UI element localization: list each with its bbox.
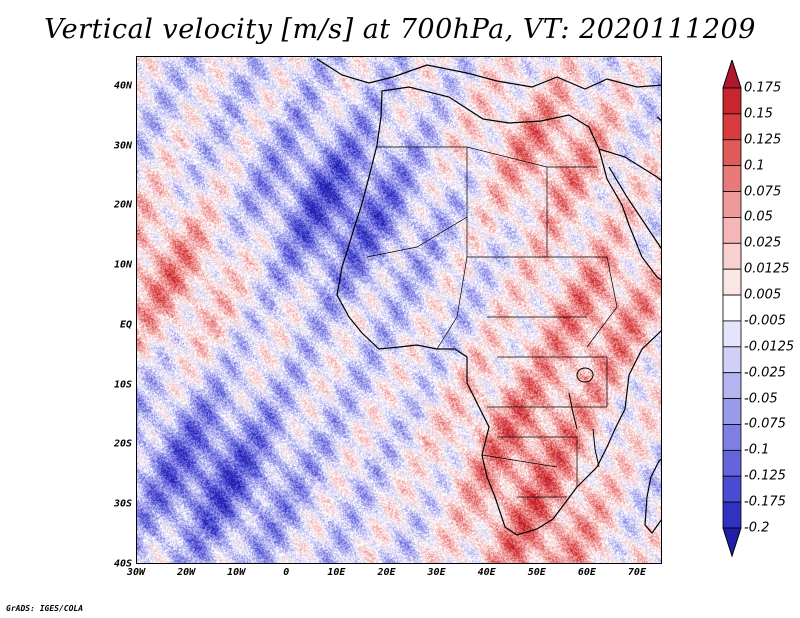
colorbar-level-label: -0.125	[744, 468, 786, 484]
lon-tick-label: 10W	[227, 567, 246, 578]
lat-tick-label: 20N	[113, 199, 132, 211]
lat-tick-label: 30N	[113, 140, 132, 152]
colorbar-bin	[722, 501, 742, 529]
lon-tick-label: 40E	[477, 567, 496, 578]
colorbar-bin	[722, 449, 742, 477]
lon-tick-label: 20E	[377, 567, 396, 578]
colorbar	[722, 60, 742, 558]
colorbar-bin	[722, 346, 742, 374]
vertical-velocity-field	[137, 57, 661, 563]
lake-tanganyika	[568, 392, 578, 430]
colorbar-level-label: 0.15	[744, 106, 773, 122]
lon-tick-label: 30W	[126, 567, 146, 578]
lon-tick-label: 10E	[327, 567, 346, 578]
lat-tick-label: 10S	[113, 379, 132, 391]
colorbar-bin	[722, 294, 742, 322]
lat-tick-label: EQ	[119, 319, 132, 331]
colorbar-bin	[722, 320, 742, 348]
madagascar-coastline	[644, 458, 661, 534]
colorbar-level-label: -0.005	[744, 313, 786, 329]
colorbar-level-label: -0.075	[744, 416, 786, 432]
coastlines-overlay	[316, 58, 661, 536]
lake-victoria	[576, 367, 594, 383]
colorbar-bin	[722, 139, 742, 167]
colorbar-bin	[722, 424, 742, 451]
lake-malawi	[592, 428, 600, 468]
lon-tick-label: 20W	[177, 567, 196, 578]
colorbar-level-label: -0.05	[744, 391, 778, 407]
colorbar-level-label: -0.025	[744, 365, 786, 381]
colorbar-level-label: -0.175	[744, 494, 786, 510]
colorbar-bin	[722, 87, 742, 115]
colorbar-bin	[722, 475, 742, 503]
colorbar-level-label: 0.1	[744, 158, 765, 174]
lon-tick-label: 60E	[577, 567, 596, 578]
colorbar-level-label: 0.075	[744, 184, 782, 200]
colorbar-level-label: 0.125	[744, 132, 782, 148]
colorbar-bin	[722, 398, 742, 425]
colorbar-bin	[722, 217, 742, 244]
colorbar-over-triangle	[722, 60, 742, 89]
chart-title: Vertical velocity [m/s] at 700hPa, VT: 2…	[44, 14, 756, 45]
colorbar-level-label: 0.025	[744, 235, 782, 251]
lon-tick-label: 70E	[627, 567, 646, 578]
lon-tick-label: 0	[283, 567, 290, 578]
colorbar-level-label: 0.0125	[744, 261, 790, 277]
lat-tick-label: 40S	[113, 558, 132, 570]
lat-tick-label: 10N	[113, 259, 132, 271]
grads-credit: GrADS: IGES/COLA	[6, 604, 84, 613]
lon-tick-label: 30E	[427, 567, 446, 578]
europe-coastline	[316, 58, 661, 90]
lat-tick-label: 40N	[113, 80, 132, 92]
lon-tick-label: 50E	[527, 567, 546, 578]
colorbar-bin	[722, 242, 742, 270]
lat-tick-label: 20S	[113, 438, 132, 450]
map-panel	[136, 56, 662, 564]
colorbar-bin	[722, 165, 742, 192]
colorbar-bin	[722, 191, 742, 218]
colorbar-level-label: 0.05	[744, 209, 773, 225]
africa-coastline	[336, 86, 661, 536]
colorbar-bin	[722, 372, 742, 399]
arabia-coastline	[598, 148, 661, 250]
lat-tick-label: 30S	[113, 498, 132, 510]
colorbar-under-triangle	[722, 527, 742, 558]
colorbar-level-label: 0.005	[744, 287, 782, 303]
country-borders	[366, 146, 618, 498]
colorbar-level-label: -0.0125	[744, 339, 795, 355]
colorbar-bin	[722, 113, 742, 141]
colorbar-bin	[722, 268, 742, 296]
colorbar-level-label: -0.1	[744, 442, 770, 458]
colorbar-level-label: 0.175	[744, 80, 782, 96]
colorbar-level-label: -0.2	[744, 520, 770, 536]
